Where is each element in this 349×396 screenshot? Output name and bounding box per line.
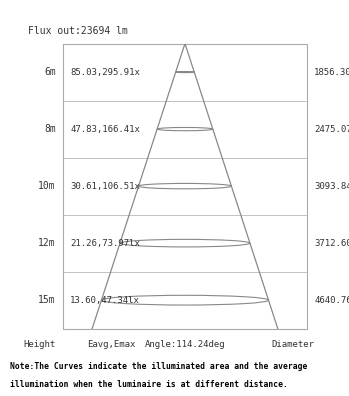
Text: 1856.30cm: 1856.30cm [314,68,349,76]
Text: 8m: 8m [44,124,56,134]
Text: 4640.76cm: 4640.76cm [314,296,349,305]
Text: Note:The Curves indicate the illuminated area and the average: Note:The Curves indicate the illuminated… [10,362,308,371]
Text: 10m: 10m [38,181,56,191]
Text: Angle:114.24deg: Angle:114.24deg [144,340,225,349]
Text: illumination when the luminaire is at different distance.: illumination when the luminaire is at di… [10,380,288,388]
Text: Height: Height [24,340,56,349]
Text: Diameter: Diameter [271,340,314,349]
Text: 47.83,166.41x: 47.83,166.41x [70,125,140,133]
Text: 6m: 6m [44,67,56,77]
Text: 13.60,47.34lx: 13.60,47.34lx [70,296,140,305]
Text: Flux out:23694 lm: Flux out:23694 lm [28,26,128,36]
Text: 3712.60cm: 3712.60cm [314,239,349,248]
Text: 30.61,106.51x: 30.61,106.51x [70,182,140,190]
Text: 21.26,73.97lx: 21.26,73.97lx [70,239,140,248]
Text: 85.03,295.91x: 85.03,295.91x [70,68,140,76]
Text: 12m: 12m [38,238,56,248]
Text: Eavg,Emax: Eavg,Emax [87,340,136,349]
Text: 15m: 15m [38,295,56,305]
Text: 3093.84cm: 3093.84cm [314,182,349,190]
Text: 2475.07cm: 2475.07cm [314,125,349,133]
